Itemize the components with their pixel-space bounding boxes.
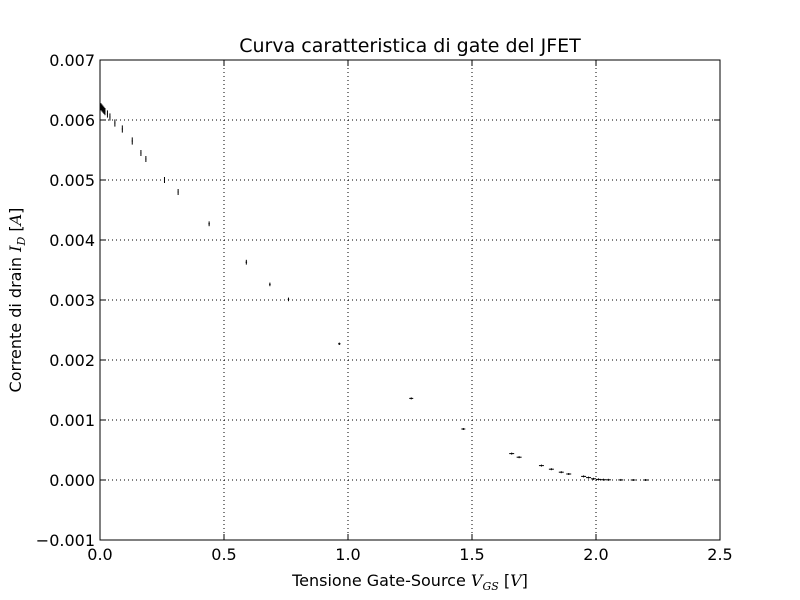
- y-axis-ticks: −0.001 0.000 0.001 0.002 0.003 0.004 0.005 0.00…: [36, 51, 720, 550]
- data-point: [338, 342, 341, 345]
- chart-title: Curva caratteristica di gate del JFET: [239, 35, 581, 57]
- data-point: [600, 478, 606, 481]
- data-point: [409, 397, 414, 400]
- data-point: [131, 137, 133, 145]
- data-point: [548, 468, 554, 471]
- data-point: [591, 477, 596, 480]
- data-point: [630, 479, 636, 481]
- data-point: [114, 119, 116, 127]
- data-point: [103, 106, 105, 114]
- grid: [100, 60, 720, 540]
- y-axis-label-symbol: I: [6, 245, 25, 253]
- y-tick-label: 0.006: [49, 111, 95, 130]
- data-point: [586, 476, 592, 479]
- x-axis-label-subscript: GS: [482, 580, 499, 593]
- data-point: [643, 479, 649, 481]
- x-tick-label: 2.5: [707, 545, 732, 564]
- data-point: [461, 428, 466, 430]
- data-point: [618, 478, 624, 481]
- x-axis-label-symbol: V: [471, 571, 484, 590]
- y-axis-label-text: Corrente di drain: [6, 252, 25, 393]
- y-tick-label: −0.001: [36, 531, 95, 550]
- data-point: [558, 471, 564, 474]
- data-point: [245, 259, 248, 265]
- data-point: [605, 478, 611, 481]
- data-points: [99, 101, 649, 481]
- data-point: [109, 113, 111, 121]
- data-point: [566, 473, 572, 475]
- x-tick-label: 1.5: [459, 545, 484, 564]
- data-point: [516, 456, 522, 459]
- data-point: [538, 464, 544, 467]
- x-axis-label-unit: V: [510, 571, 523, 590]
- data-point: [287, 297, 290, 302]
- data-point: [145, 156, 147, 162]
- y-tick-label: 0.005: [49, 171, 95, 190]
- x-tick-label: 2.0: [583, 545, 608, 564]
- y-axis-label-unit: A: [6, 214, 25, 228]
- data-point: [100, 103, 102, 111]
- data-point: [102, 105, 104, 113]
- x-tick-label: 0.5: [211, 545, 236, 564]
- data-point: [509, 452, 515, 455]
- data-point: [104, 108, 106, 116]
- x-axis-label-text: Tensione Gate-Source: [291, 571, 471, 590]
- y-tick-label: 0.001: [49, 411, 95, 430]
- y-tick-label: 0.003: [49, 291, 95, 310]
- data-point: [140, 150, 142, 156]
- data-point: [581, 475, 587, 478]
- data-point: [163, 177, 165, 183]
- y-tick-label: 0.004: [49, 231, 95, 250]
- y-tick-label: 0.002: [49, 351, 95, 370]
- x-axis-ticks: 0.0 0.5 1.0 1.5 2.0 2.5: [87, 60, 733, 564]
- y-tick-label: 0.007: [49, 51, 95, 70]
- data-point: [208, 221, 210, 227]
- data-point: [269, 282, 271, 287]
- data-point: [596, 478, 601, 481]
- data-point: [177, 189, 179, 195]
- data-point: [121, 125, 123, 133]
- y-axis-label-subscript: D: [15, 237, 28, 247]
- data-point: [106, 110, 108, 118]
- x-tick-label: 1.0: [335, 545, 360, 564]
- y-axis-label: Corrente di drain ID [A]: [6, 208, 28, 393]
- x-tick-label: 0.0: [87, 545, 112, 564]
- x-axis-label: Tensione Gate-Source VGS [V]: [291, 571, 528, 593]
- data-point: [101, 104, 103, 112]
- y-tick-label: 0.000: [49, 471, 95, 490]
